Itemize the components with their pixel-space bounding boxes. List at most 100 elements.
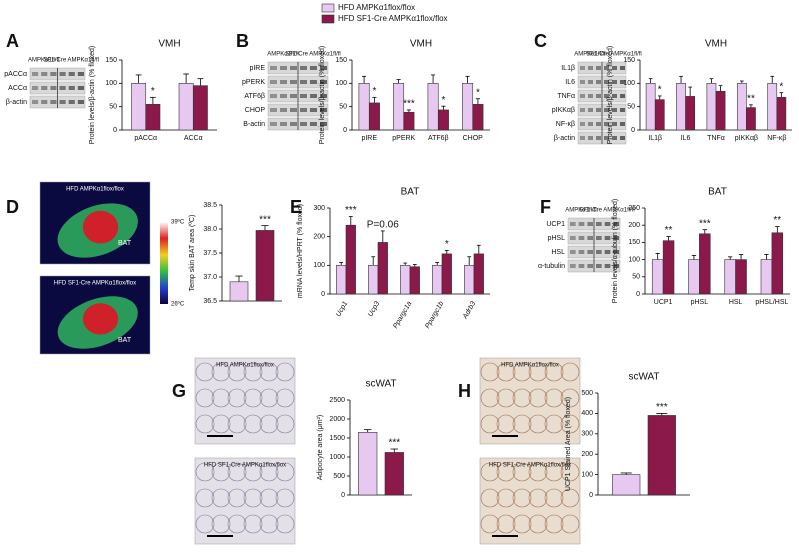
y-tick-label: 50 [109,104,117,111]
blot-header: SF1-Cre AMPKα1fl/fl [579,208,634,214]
y-tick-label: 50 [339,104,347,111]
blot-band [580,94,585,98]
blot-band [59,86,66,90]
y-tick-label: 200 [581,451,593,458]
bar [368,265,379,295]
blot-band [620,108,625,112]
blot-band [587,222,593,226]
x-tick-label: Ppargc1b [424,300,445,330]
cell [195,414,215,434]
blot-band [270,80,277,84]
cell [528,388,548,408]
blot-band [280,122,287,126]
blot-row-label: pIRE [249,65,265,72]
cell [544,362,564,382]
blot-band [290,80,297,84]
y-tick-label: 50 [627,104,635,111]
cell [528,414,548,434]
image-label: HFD SF1-Cre AMPKα1flox/flox [204,463,286,469]
y-tick-label: 37.0 [203,274,217,281]
legend-label: HFD AMPKα1flox/flox [338,3,415,12]
cell [243,362,263,382]
blot-header: AMPKα1fl/fl [574,52,605,58]
blot-band [587,264,593,268]
blot-band [41,86,48,90]
y-tick-label: 36.5 [203,298,217,305]
blot-band [613,264,619,268]
blot-row-label: pHSL [547,235,565,242]
blot-band [587,250,593,254]
significance: * [151,86,155,97]
y-axis-label: Protein levels/β-actin (% floxed) [607,46,614,145]
cell [480,462,500,482]
y-tick-label: 0 [636,291,640,298]
y-tick-label: 100 [628,256,640,263]
panel-letter: B [236,31,249,51]
significance: P=0.06 [367,220,399,231]
y-tick-label: 100 [581,471,593,478]
blot-band [604,222,611,226]
blot-band [612,108,617,112]
blot-band [320,66,327,70]
cell [243,488,263,508]
cell [512,388,532,408]
bar [358,431,378,496]
y-tick-label: 38.0 [203,226,217,233]
blot-band [604,94,609,98]
bar [612,474,641,496]
x-tick-label: Adrb3 [461,300,477,321]
blot-band [68,86,75,90]
blot-band [59,72,66,76]
cell [243,462,263,482]
blot-band [613,236,619,240]
blot-band [290,94,297,98]
blot-band [596,80,601,84]
cell [512,362,532,382]
x-tick-label: IL6 [681,135,691,142]
panel-letter: G [172,381,186,401]
cell [211,514,231,534]
cell [496,362,516,382]
cell [560,488,580,508]
blot-band [596,66,601,70]
colorbar [160,222,168,304]
cell [275,462,295,482]
blot-band [596,264,602,268]
y-tick-label: 0 [113,127,117,134]
blot-band [596,122,601,126]
blot-band [588,66,593,70]
cell [275,362,295,382]
bar [403,111,415,131]
bar [699,233,711,295]
bar [662,240,675,295]
bar [472,104,484,131]
image-label: HFD SF1-Cre AMPKα1flox/flox [54,281,136,287]
bar [724,259,736,295]
bar [647,415,676,496]
blot-band [570,222,576,226]
blot-header: AMPKα1fl/fl [28,58,59,64]
y-tick-label: 300 [581,431,593,438]
cell [227,514,247,534]
cell [560,462,580,482]
legend-label: HFD SF1-Cre AMPKα1flox/flox [338,14,448,23]
cell [512,414,532,434]
cell [243,514,263,534]
blot-band [300,108,307,112]
bar [437,109,449,131]
blot-band [300,94,307,98]
blot-band [310,108,317,112]
cell [275,414,295,434]
blot-band [596,94,601,98]
blot-band [310,80,317,84]
blot-band [588,136,593,140]
blot-band [596,108,601,112]
x-tick-label: NF-κβ [767,135,786,142]
cell [544,514,564,534]
blot-band [612,66,617,70]
y-axis-label: Protein levels/β-actin (% floxed) [89,46,96,145]
blot-band [320,94,327,98]
cell [275,388,295,408]
blot-header: SF1-Cre AMPKα1fl/fl [586,52,641,58]
blot-band [596,136,601,140]
